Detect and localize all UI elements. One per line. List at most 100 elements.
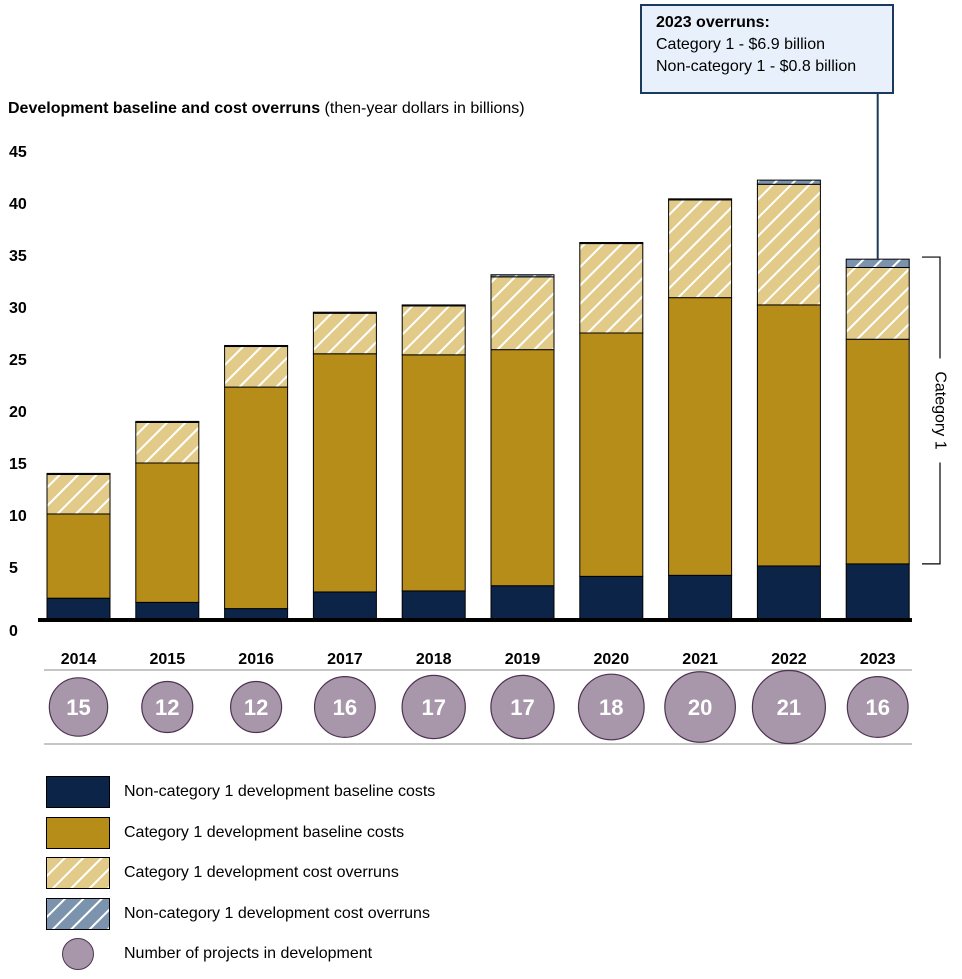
legend-label: Category 1 development cost overruns — [124, 864, 399, 881]
bar-segment-2020-s0 — [579, 575, 644, 620]
bracket-label-background — [930, 358, 950, 463]
legend-swatch-noncat1-overruns — [46, 897, 110, 930]
project-count-label: 15 — [66, 695, 90, 720]
bar-segment-2020-s3 — [579, 242, 644, 245]
x-tick-label: 2018 — [416, 651, 452, 668]
project-count-bubble — [577, 673, 645, 741]
callout-category-1: Category 1 - $6.9 billion — [656, 36, 825, 53]
bar-segment-2022-s2 — [756, 183, 821, 306]
bar-segment-2015-s0 — [135, 601, 200, 620]
bar-segment-2021-s1 — [668, 297, 733, 576]
project-count-bubble — [664, 671, 736, 743]
legend-label: Number of projects in development — [124, 945, 373, 962]
bar-segment-2016-s2 — [224, 346, 289, 388]
bar-segment-2022-s0 — [756, 565, 821, 620]
project-count-label: 17 — [510, 695, 534, 720]
project-count-label: 16 — [333, 695, 357, 720]
bar-segment-2017-s0 — [312, 591, 377, 620]
bar-stack-2014 — [46, 472, 111, 620]
bar-segment-2016-s1 — [224, 386, 289, 610]
bar-segment-2023-s1 — [845, 338, 910, 565]
project-count-bubble — [490, 674, 555, 740]
bar-segment-2014-s2 — [46, 473, 111, 515]
legend-swatch-cat1-overruns — [46, 857, 110, 889]
bar-segment-2016-s3 — [224, 344, 289, 348]
legend-label: Non-category 1 development cost overruns — [124, 904, 430, 922]
project-count-label: 21 — [777, 695, 801, 720]
x-tick-label: 2022 — [771, 651, 807, 668]
bar-segment-2023-s3 — [845, 258, 910, 268]
overrun-callout: 2023 overruns: Category 1 - $6.9 billion… — [640, 4, 894, 94]
x-tick-label: 2015 — [150, 651, 186, 668]
y-tick-label: 30 — [9, 300, 27, 317]
project-count-row: 15 12 12 16 17 17 18 20 21 16 — [48, 669, 909, 745]
bar-segment-2017-s2 — [312, 312, 377, 355]
bar-segment-2019-s0 — [490, 585, 555, 620]
bar-segment-2015-s3 — [135, 420, 200, 423]
bar-segment-2023-s2 — [845, 266, 910, 340]
x-tick-label: 2023 — [860, 651, 896, 668]
y-tick-label: 40 — [9, 196, 27, 213]
bar-segment-2017-s3 — [312, 311, 377, 314]
bar-segment-2018-s3 — [401, 304, 466, 307]
bar-stack-2016 — [224, 344, 289, 620]
bar-segment-2021-s0 — [668, 574, 733, 620]
bar-segment-2019-s1 — [490, 349, 555, 587]
legend-swatch-noncat1-baseline — [46, 776, 110, 808]
bar-segment-2022-s3 — [756, 179, 821, 185]
project-count-bubble — [48, 677, 109, 737]
project-count-bubble — [230, 680, 283, 734]
bar-segment-2017-s1 — [312, 353, 377, 593]
project-count-bubble — [401, 674, 466, 740]
bar-segment-2021-s2 — [668, 199, 733, 299]
callout-non-category-1: Non-category 1 - $0.8 billion — [656, 58, 857, 75]
x-tick-label: 2020 — [594, 651, 630, 668]
bar-segment-2019-s2 — [490, 276, 555, 351]
x-axis: 2014 2015 2016 2017 2018 2019 2020 2021 2022 2023 — [38, 618, 912, 745]
bar-segment-2015-s1 — [135, 462, 200, 603]
x-tick-label: 2021 — [682, 651, 718, 668]
y-tick-label: 45 — [9, 144, 27, 161]
bar-segment-2018-s1 — [401, 354, 466, 592]
bar-stack-2020 — [579, 242, 644, 620]
bar-segment-2021-s3 — [668, 198, 733, 201]
y-tick-label: 25 — [9, 352, 27, 369]
x-tick-label: 2016 — [238, 651, 274, 668]
project-count-bubble — [313, 676, 376, 738]
chart-title-bold: Development baseline and cost overruns — [8, 100, 321, 117]
bracket-label: Category 1 — [932, 371, 949, 449]
callout-title: 2023 overruns: — [656, 14, 770, 31]
bar-stack-2018 — [401, 304, 466, 620]
bar-segment-2014-s1 — [46, 513, 111, 599]
legend-swatch-projects — [62, 938, 94, 970]
y-tick-label: 15 — [9, 456, 27, 473]
y-axis: 0 5 10 15 20 25 30 35 40 45 — [9, 144, 27, 640]
y-tick-label: 10 — [9, 508, 27, 525]
bar-segment-2019-s3 — [490, 274, 555, 278]
bar-stack-2023 — [845, 258, 910, 620]
y-tick-label: 20 — [9, 404, 27, 421]
y-tick-label: 5 — [9, 560, 18, 577]
project-count-label: 17 — [421, 695, 445, 720]
chart-title: Development baseline and cost overruns (… — [8, 100, 525, 118]
y-tick-label: 0 — [9, 623, 18, 640]
project-count-label: 12 — [155, 695, 179, 720]
bar-segment-2018-s2 — [401, 305, 466, 356]
project-count-label: 12 — [244, 695, 268, 720]
bar-segment-2020-s2 — [579, 243, 644, 334]
bar-stack-2015 — [135, 420, 200, 620]
bar-stack-2019 — [490, 274, 555, 620]
bar-segment-2023-s0 — [845, 563, 910, 620]
project-count-bubble — [141, 680, 194, 734]
x-tick-label: 2014 — [61, 651, 97, 668]
bar-segment-2016-s0 — [224, 608, 289, 620]
legend-label: Category 1 development baseline costs — [124, 823, 405, 841]
project-count-bubble — [751, 669, 827, 745]
project-count-label: 16 — [865, 695, 889, 720]
y-tick-label: 35 — [9, 248, 27, 265]
bar-segment-2018-s0 — [401, 590, 466, 620]
project-count-label: 20 — [688, 695, 712, 720]
chart-title-units: (then-year dollars in billions) — [320, 100, 525, 117]
bar-segment-2020-s1 — [579, 332, 644, 577]
